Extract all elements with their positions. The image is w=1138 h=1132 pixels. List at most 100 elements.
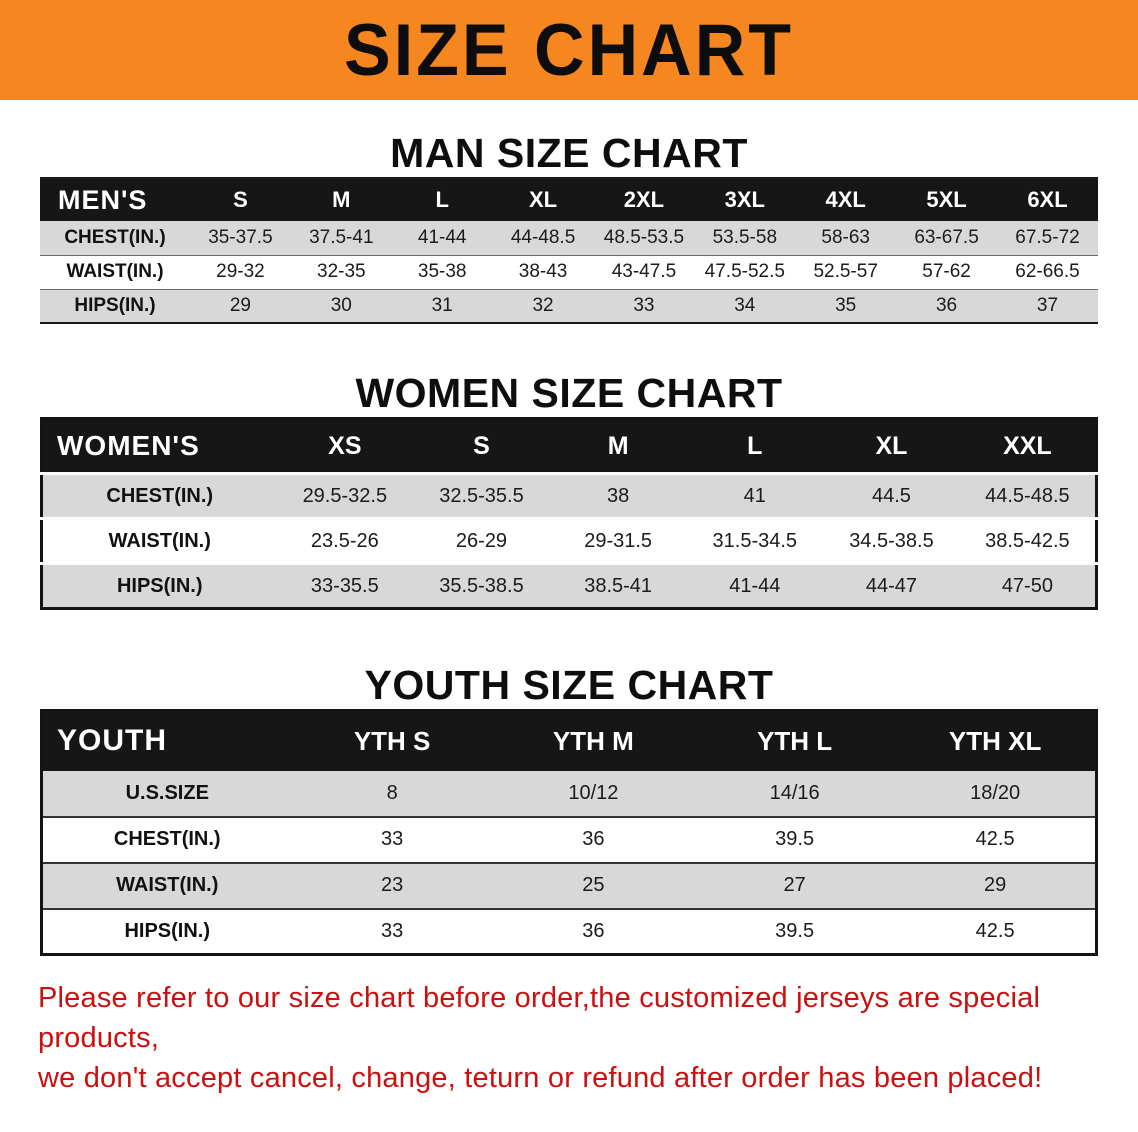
- value-cell: 33: [381, 919, 404, 942]
- value-cell: 36: [935, 294, 958, 316]
- value-cell: 42.5: [975, 919, 1015, 942]
- value-cell: 35.5-38.5: [439, 574, 524, 597]
- value-cell: 35: [835, 294, 857, 316]
- value-cell: 36: [582, 828, 605, 850]
- value-cell: 33: [633, 294, 655, 316]
- disclaimer: Please refer to our size chart before or…: [38, 978, 1100, 1098]
- table-row: HIPS(IN.) 29 30 31 32 33 34 35 36 37: [40, 289, 1098, 323]
- value-cell: 44.5: [871, 484, 911, 507]
- table-row: WAIST(IN.) 29-32 32-35 35-38 38-43 43-47.5 47.…: [40, 255, 1098, 289]
- value-cell: 34: [734, 294, 756, 316]
- size-header-cell: M: [290, 178, 392, 221]
- table-row: HIPS(IN.) 33 36 39.5 42.5: [41, 908, 1097, 955]
- youth-size-table: YOUTH YTH S YTH M YTH L YTH XL U.S.SIZE 8 10/12…: [40, 709, 1098, 956]
- value-cell: 57-62: [922, 261, 971, 282]
- row-label-cell: HIPS(IN.): [74, 294, 156, 316]
- value-cell: 38: [607, 484, 630, 507]
- value-cell: 29-31.5: [584, 529, 653, 552]
- size-header-cell: 2XL: [593, 178, 695, 221]
- value-cell: 63-67.5: [914, 226, 979, 248]
- table-row: HIPS(IN.) 33-35.5 35.5-38.5 38.5-41 41-44 44-…: [41, 563, 1097, 609]
- man-size-chart-section: MAN SIZE CHART MEN'S S M L XL 2XL 3XL 4XL 5XL 6XL…: [0, 130, 1138, 324]
- size-header-cell: S: [190, 178, 291, 221]
- value-cell: 39.5: [775, 919, 815, 942]
- value-cell: 23: [381, 874, 404, 896]
- value-cell: 27: [783, 874, 806, 896]
- size-header-cell: YTH S: [291, 710, 493, 771]
- table-row: WAIST(IN.) 23 25 27 29: [41, 862, 1097, 909]
- row-label-cell: WAIST(IN.): [116, 874, 219, 896]
- value-cell: 33: [381, 828, 404, 850]
- row-label-cell: CHEST(IN.): [64, 226, 166, 248]
- value-cell: 25: [582, 874, 605, 896]
- value-cell: 30: [330, 294, 352, 316]
- value-cell: 32.5-35.5: [439, 484, 524, 507]
- value-cell: 34.5-38.5: [849, 529, 934, 552]
- value-cell: 31.5-34.5: [712, 529, 798, 552]
- header-row: WOMEN'S XS S M L XL XXL: [41, 418, 1097, 474]
- size-header-cell: XXL: [959, 418, 1097, 474]
- size-header-cell: 6XL: [997, 178, 1098, 221]
- value-cell: 53.5-58: [712, 226, 778, 248]
- size-header-cell: 4XL: [795, 178, 897, 221]
- row-label-cell: CHEST(IN.): [113, 828, 221, 850]
- value-cell: 36: [582, 919, 605, 942]
- men-size-table: MEN'S S M L XL 2XL 3XL 4XL 5XL 6XL CHEST(IN.) 35-37…: [40, 177, 1098, 324]
- page-title: SIZE CHART: [344, 9, 794, 91]
- table-row: CHEST(IN.) 33 36 39.5 42.5: [41, 816, 1097, 863]
- row-label-cell: U.S.SIZE: [125, 781, 209, 804]
- man-size-chart-heading: MAN SIZE CHART: [390, 130, 748, 176]
- value-cell: 35-38: [417, 261, 467, 282]
- size-header-cell: L: [391, 178, 493, 221]
- size-header-cell: 3XL: [694, 178, 796, 221]
- size-header-cell: L: [686, 418, 824, 474]
- size-header-cell: YTH L: [694, 710, 896, 771]
- value-cell: 44.5-48.5: [985, 484, 1070, 507]
- size-header-cell: YTH M: [492, 710, 694, 771]
- value-cell: 37: [1036, 294, 1059, 316]
- women-size-chart-heading: WOMEN SIZE CHART: [355, 370, 783, 416]
- size-header-cell: XS: [276, 418, 414, 474]
- value-cell: 39.5: [775, 828, 815, 850]
- value-cell: 41-44: [417, 226, 467, 248]
- table-title-cell: WOMEN'S: [41, 418, 277, 474]
- value-cell: 31: [431, 294, 453, 316]
- youth-size-chart-section: YOUTH SIZE CHART YOUTH YTH S YTH M YTH L YTH…: [0, 662, 1138, 956]
- header-row: MEN'S S M L XL 2XL 3XL 4XL 5XL 6XL: [40, 178, 1098, 221]
- value-cell: 44-48.5: [510, 226, 576, 248]
- value-cell: 33-35.5: [310, 574, 379, 597]
- table-row: WAIST(IN.) 23.5-26 26-29 29-31.5 31.5-34.5 34…: [41, 518, 1097, 564]
- value-cell: 26-29: [455, 529, 508, 552]
- value-cell: 38.5-41: [584, 574, 653, 597]
- row-label-cell: HIPS(IN.): [116, 574, 203, 597]
- value-cell: 38.5-42.5: [985, 529, 1070, 552]
- row-label-cell: WAIST(IN.): [66, 261, 164, 282]
- value-cell: 29-32: [216, 261, 265, 282]
- table-title-cell: MEN'S: [40, 178, 190, 221]
- value-cell: 29.5-32.5: [302, 484, 388, 507]
- value-cell: 41: [743, 484, 766, 507]
- table-title-cell: YOUTH: [41, 710, 292, 771]
- value-cell: 29: [984, 874, 1007, 896]
- value-cell: 47.5-52.5: [704, 261, 785, 282]
- women-size-table: WOMEN'S XS S M L XL XXL CHEST(IN.) 29.5-32.5 32.5…: [40, 417, 1098, 610]
- value-cell: 58-63: [821, 226, 870, 248]
- size-header-cell: S: [413, 418, 550, 474]
- value-cell: 41-44: [729, 574, 781, 597]
- youth-size-chart-heading: YOUTH SIZE CHART: [364, 662, 774, 708]
- row-label-cell: WAIST(IN.): [108, 529, 211, 552]
- value-cell: 35-37.5: [208, 226, 273, 248]
- size-header-cell: YTH XL: [895, 710, 1097, 771]
- table-row: U.S.SIZE 8 10/12 14/16 18/20: [41, 770, 1097, 817]
- value-cell: 23.5-26: [310, 529, 379, 552]
- value-cell: 67.5-72: [1015, 226, 1080, 248]
- table-row: CHEST(IN.) 29.5-32.5 32.5-35.5 38 41 44.5 44.5…: [41, 473, 1097, 519]
- banner: SIZE CHART: [0, 0, 1138, 100]
- size-header-cell: XL: [492, 178, 594, 221]
- row-label-cell: HIPS(IN.): [124, 919, 211, 942]
- women-size-chart-section: WOMEN SIZE CHART WOMEN'S XS S M L XL XXL CHEST(…: [0, 370, 1138, 610]
- value-cell: 32: [532, 294, 554, 316]
- value-cell: 43-47.5: [611, 261, 677, 282]
- header-row: YOUTH YTH S YTH M YTH L YTH XL: [41, 710, 1097, 771]
- value-cell: 52.5-57: [813, 261, 878, 282]
